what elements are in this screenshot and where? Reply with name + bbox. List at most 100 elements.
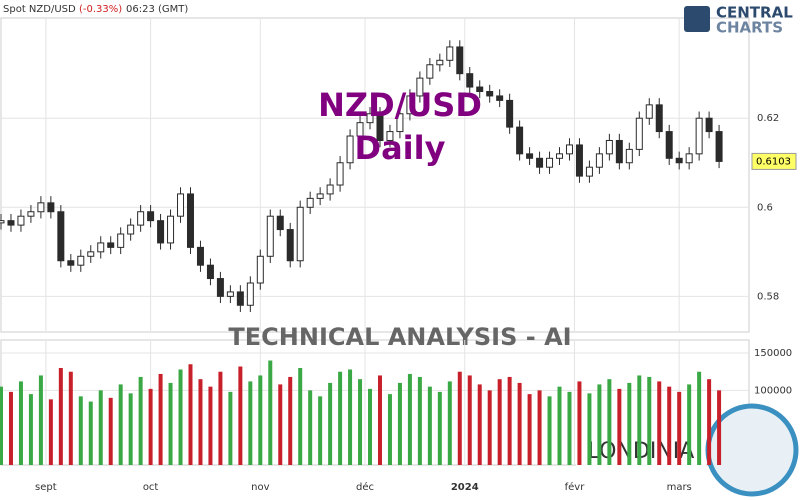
volume-bar: [228, 391, 233, 465]
x-tick-label: déc: [356, 481, 374, 493]
x-tick-label: sept: [35, 482, 57, 493]
volume-bar: [88, 401, 93, 465]
volume-bar: [148, 388, 153, 465]
volume-bar: [178, 369, 183, 465]
volume-bar: [138, 376, 143, 465]
candle-body: [7, 220, 15, 226]
candle-body: [536, 157, 544, 168]
candle-body: [157, 220, 165, 244]
volume-bar: [567, 391, 572, 465]
candle-body: [266, 215, 274, 257]
volume-bar: [338, 371, 343, 465]
candle-body: [117, 233, 125, 248]
volume-bar: [687, 384, 692, 465]
y-tick-label: 0.62: [757, 113, 779, 124]
volume-tick-label: 150000: [754, 348, 792, 359]
volume-bar: [607, 379, 612, 465]
candle-body: [665, 131, 673, 159]
volume-bar: [328, 382, 333, 465]
chart-subtitle: Daily: [355, 129, 446, 167]
candle-body: [675, 157, 683, 164]
volume-bar: [248, 381, 253, 465]
candle-body: [376, 113, 384, 141]
volume-bar: [547, 396, 552, 465]
last-price: 0.6103: [756, 156, 791, 167]
volume-bar: [437, 391, 442, 465]
candle-body: [516, 126, 524, 155]
candle-body: [565, 144, 573, 155]
volume-bar: [108, 397, 113, 465]
candle-body: [366, 113, 374, 124]
candle-body: [625, 148, 633, 164]
candle-body: [426, 64, 434, 79]
y-tick-label: 0.6: [757, 202, 773, 213]
candle-body: [67, 260, 75, 266]
candle-body: [356, 122, 364, 137]
candle-body: [206, 264, 214, 280]
volume-bar: [288, 376, 293, 465]
candle-body: [57, 211, 65, 262]
x-tick-label: mars: [667, 482, 692, 493]
candle-body: [256, 255, 264, 284]
candle-body: [336, 162, 344, 186]
candle-body: [615, 139, 623, 164]
candle-body: [137, 211, 145, 226]
candle-body: [546, 157, 554, 168]
candle-body: [316, 193, 324, 199]
logo-bottom: CHARTS: [716, 19, 783, 37]
candle-body: [37, 202, 45, 213]
volume-bar: [407, 373, 412, 465]
candle-body: [27, 211, 35, 217]
candle-body: [87, 251, 95, 257]
candle-body: [127, 224, 135, 235]
volume-bar: [28, 394, 33, 465]
volume-bar: [198, 379, 203, 465]
volume-bar: [298, 367, 303, 465]
candle-body: [436, 59, 444, 66]
candle-body: [476, 86, 484, 92]
volume-bar: [427, 386, 432, 465]
volume-bar: [278, 384, 283, 465]
candle-body: [47, 202, 55, 213]
candle-body: [236, 291, 244, 306]
volume-bar: [68, 371, 73, 465]
candle-body: [17, 215, 25, 226]
candle-body: [147, 211, 155, 222]
volume-bar: [667, 386, 672, 465]
volume-bar: [238, 366, 243, 465]
x-tick-label: oct: [143, 482, 159, 493]
candle-body: [326, 184, 334, 195]
volume-bar: [507, 376, 512, 465]
candle-body: [386, 131, 394, 141]
volume-bar: [158, 373, 163, 465]
logo-top: CENTRAL: [716, 4, 793, 22]
plot: sept oct nov déc 2024 févr mars 0.58 0.6 0.62 1000…: [0, 18, 797, 493]
volume-bar: [387, 394, 392, 465]
last-price-box: [751, 152, 797, 170]
volume-bar: [577, 381, 582, 465]
volume-bar: [18, 381, 23, 465]
volume-bar: [707, 379, 712, 465]
candle-body: [605, 139, 613, 155]
volume-bar: [587, 393, 592, 465]
volume-bar: [447, 381, 452, 465]
x-tick-label: 2024: [451, 482, 479, 493]
volume-bar: [308, 390, 313, 465]
candle-body: [77, 255, 85, 266]
volume-bar: [348, 369, 353, 465]
candle-body: [306, 197, 314, 208]
volume-bar: [377, 375, 382, 465]
volume-bar: [647, 376, 652, 465]
volume-bar: [188, 364, 193, 465]
chart-title: NZD/USD: [318, 86, 482, 124]
volume-bar: [78, 396, 83, 465]
volume-bar: [477, 384, 482, 465]
candle-body: [216, 278, 224, 297]
candle-body: [556, 153, 564, 159]
candle-body: [585, 166, 593, 177]
candle-body: [286, 229, 294, 262]
y-tick-label: 0.58: [757, 291, 779, 302]
candle-body: [635, 117, 643, 150]
candle-body: [446, 46, 454, 61]
